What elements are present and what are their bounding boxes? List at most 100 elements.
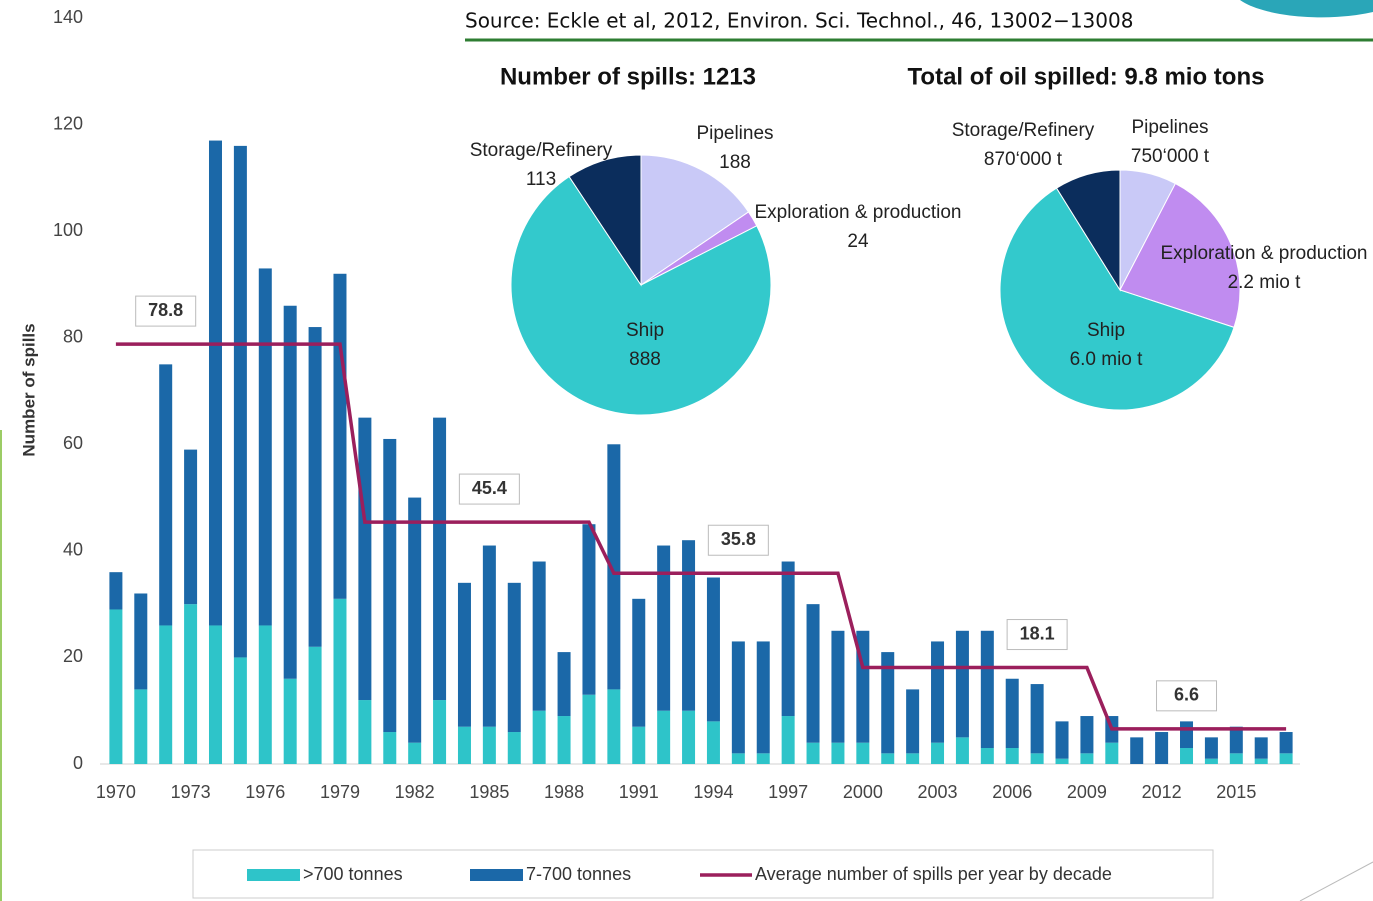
bar-segment (134, 689, 148, 764)
pie-slice (640, 154, 750, 286)
value-label: 35.8 (721, 529, 756, 549)
bar-segment (308, 327, 322, 647)
legend-swatch (470, 869, 523, 881)
bar-segment (532, 710, 546, 764)
bar-segment (333, 273, 347, 599)
pie-slice (1055, 169, 1121, 292)
x-tick-label: 2003 (918, 782, 958, 802)
bar-segment (1080, 753, 1094, 764)
bar-segment (433, 417, 447, 701)
bar-segment (806, 742, 820, 764)
logo (1240, 0, 1373, 18)
bar-segment (1055, 721, 1069, 759)
slice-label: Pipelines (1131, 117, 1208, 138)
legend-label: 7-700 tonnes (526, 864, 631, 884)
bar-segment (1279, 753, 1293, 764)
value-label: 78.8 (148, 300, 183, 320)
bar-segment (557, 652, 571, 717)
slice-label: Storage/Refinery (952, 120, 1095, 141)
bar-segment (1055, 758, 1069, 764)
bar-segment (607, 444, 621, 690)
bar-segment (283, 678, 297, 764)
bar-segment (1130, 737, 1144, 764)
bar-segment (1105, 742, 1119, 764)
legend-label: >700 tonnes (303, 864, 403, 884)
bar-segment (333, 598, 347, 764)
bar-segment (208, 140, 222, 626)
y-tick-label: 0 (73, 753, 83, 773)
bar-segment (1229, 726, 1243, 754)
bar-segment (856, 742, 870, 764)
bar-segment (682, 710, 696, 764)
bar-segment (806, 604, 820, 743)
x-tick-label: 1982 (395, 782, 435, 802)
bar-segment (831, 630, 845, 743)
bar-segment (383, 438, 397, 733)
x-tick-label: 2006 (992, 782, 1032, 802)
bar-segment (408, 497, 422, 743)
bar-segment (208, 625, 222, 764)
bar-segment (532, 561, 546, 711)
bar-segment (1204, 758, 1218, 764)
bar-segment (1180, 721, 1194, 749)
source: Source: Eckle et al, 2012, Environ. Sci.… (465, 9, 1133, 33)
value-label: 45.4 (472, 478, 507, 498)
bar-segment (1204, 737, 1218, 759)
slice-value: 750‘000 t (1131, 146, 1210, 167)
slice-value: 888 (629, 349, 661, 370)
bar-segment (408, 742, 422, 764)
bar-segment (906, 689, 920, 754)
x-tick-label: 1973 (171, 782, 211, 802)
y-axis-label: Number of spills (19, 323, 38, 456)
legend-swatch (247, 869, 300, 881)
pie-slice (1119, 182, 1241, 329)
bar-segment (881, 652, 895, 754)
y-tick-label: 140 (53, 7, 83, 27)
y-tick-label: 120 (53, 113, 83, 133)
bar-segment (731, 753, 745, 764)
slice-label: Ship (1087, 320, 1125, 341)
bar-segment (1030, 684, 1044, 754)
bar-segment (482, 545, 496, 727)
bar-segment (358, 417, 372, 701)
bar-segment (657, 545, 671, 711)
slice-value: 24 (847, 231, 869, 252)
bar-segment (682, 540, 696, 711)
bar-segment (1279, 732, 1293, 754)
y-tick-label: 40 (63, 540, 83, 560)
bar-segment (706, 577, 720, 722)
bar-segment (906, 753, 920, 764)
x-tick-label: 1976 (245, 782, 285, 802)
bar-segment (507, 732, 521, 764)
bar-segment (1005, 678, 1019, 749)
bar-segment (731, 641, 745, 754)
y-tick-label: 60 (63, 433, 83, 453)
bar-segment (1254, 737, 1268, 759)
bar-segment (881, 753, 895, 764)
average-line (115, 342, 1287, 731)
bar-segment (258, 268, 272, 626)
x-tick-label: 2000 (843, 782, 883, 802)
bar-segment (931, 641, 945, 743)
value-label: 18.1 (1020, 623, 1055, 643)
pie-title: Total of oil spilled: 9.8 mio tons (908, 63, 1265, 90)
bar-segment (582, 524, 596, 695)
bar-segment (955, 630, 969, 738)
bar-segment (781, 716, 795, 764)
bar-segment (582, 694, 596, 764)
bar-segment (507, 582, 521, 733)
bar-segment (283, 305, 297, 679)
pie-title: Number of spills: 1213 (500, 63, 756, 90)
bar-segment (159, 364, 173, 626)
bar-segment (557, 716, 571, 764)
pie-slice (510, 175, 772, 416)
pie-slice (999, 187, 1235, 411)
x-tick-label: 1979 (320, 782, 360, 802)
bar-segment (383, 732, 397, 764)
y-tick-label: 80 (63, 326, 83, 346)
bar-segment (233, 145, 247, 658)
bar-segment (1005, 748, 1019, 764)
bar-segment (831, 742, 845, 764)
bar-segment (308, 646, 322, 764)
bar-segment (184, 449, 198, 605)
